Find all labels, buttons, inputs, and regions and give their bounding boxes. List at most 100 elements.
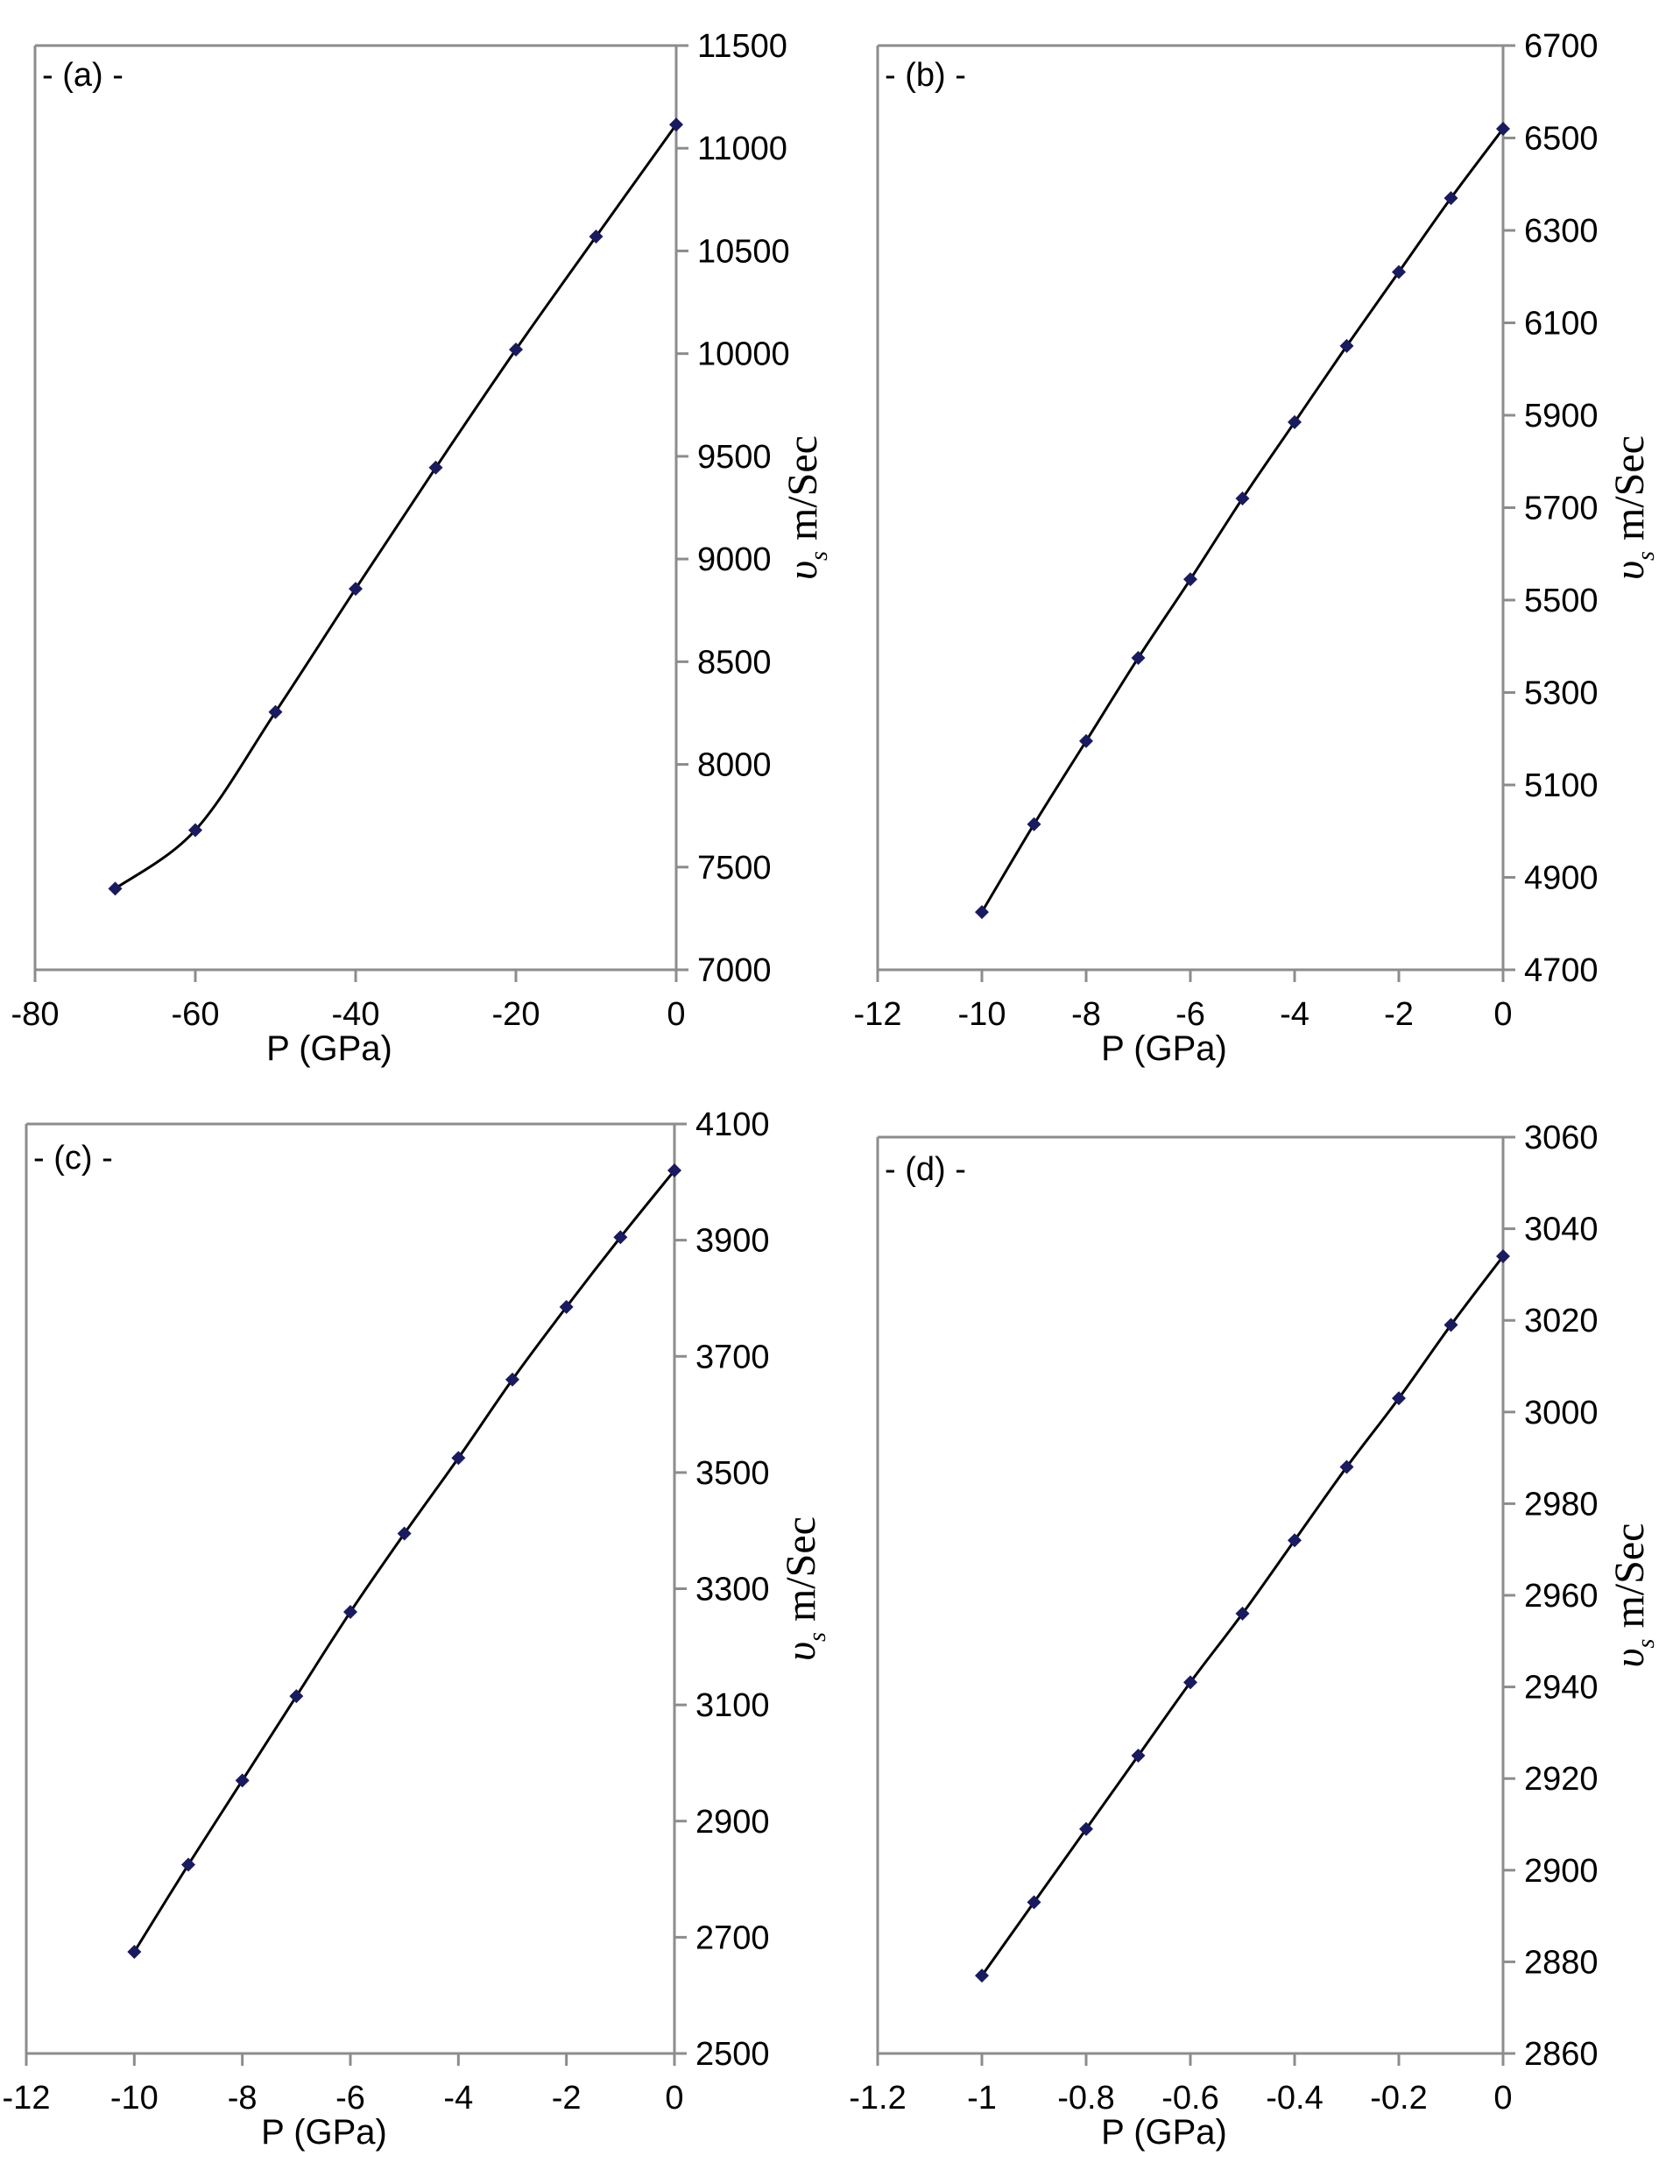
data-point bbox=[1392, 265, 1406, 279]
y-tick-label: 11000 bbox=[697, 131, 787, 167]
y-tick-label: 3300 bbox=[695, 1572, 770, 1608]
panel-label: - (c) - bbox=[33, 1140, 113, 1177]
panel-a: -80 -60 -40 -20 0 7000 7500 8000 8500 9000 9500 100… bbox=[11, 28, 833, 1068]
series-line bbox=[114, 124, 678, 890]
x-tick-label: -80 bbox=[11, 996, 60, 1033]
data-point bbox=[1235, 491, 1250, 505]
x-tick-label: -12 bbox=[3, 2080, 51, 2117]
y-tick-label: 3500 bbox=[695, 1455, 770, 1492]
y-tick-label: 8500 bbox=[697, 644, 772, 681]
y-tick-label: 10000 bbox=[697, 336, 790, 373]
data-point bbox=[1027, 1895, 1041, 1910]
y-tick-label: 3040 bbox=[1524, 1212, 1599, 1248]
x-tick-label: -12 bbox=[854, 996, 902, 1033]
x-tick-label: -20 bbox=[492, 996, 540, 1033]
data-point bbox=[235, 1773, 250, 1788]
x-tick-label: -6 bbox=[335, 2080, 365, 2117]
x-tick-label: 0 bbox=[667, 996, 685, 1033]
y-tick-label: 2900 bbox=[695, 1804, 770, 1841]
data-point bbox=[1131, 1749, 1146, 1763]
y-axis-label-unit: m/Sec bbox=[780, 435, 826, 551]
x-tick-label: -0.8 bbox=[1057, 2080, 1114, 2117]
y-tick-label: 9000 bbox=[697, 541, 772, 578]
data-point bbox=[613, 1230, 628, 1245]
x-axis-label: P (GPa) bbox=[1101, 2113, 1227, 2152]
y-axis-label-subscript: s bbox=[806, 551, 833, 561]
y-tick-label: 10500 bbox=[697, 233, 790, 270]
data-point bbox=[1079, 1821, 1093, 1836]
x-tick-label: -4 bbox=[443, 2080, 473, 2117]
data-point bbox=[181, 1857, 195, 1872]
y-axis-label-unit: m/Sec bbox=[1606, 435, 1653, 551]
x-tick-label: -2 bbox=[552, 2080, 582, 2117]
x-tick-label: -60 bbox=[172, 996, 220, 1033]
x-tick-label: 0 bbox=[665, 2080, 683, 2117]
data-point bbox=[509, 342, 523, 357]
y-axis-label-subscript: s bbox=[1633, 551, 1660, 561]
data-point bbox=[669, 117, 683, 132]
data-point bbox=[343, 1605, 357, 1620]
data-point bbox=[975, 1968, 989, 1983]
data-point bbox=[1444, 191, 1458, 206]
data-point bbox=[1027, 816, 1041, 831]
data-point bbox=[451, 1451, 466, 1466]
y-tick-label: 3700 bbox=[695, 1339, 770, 1375]
y-tick-label: 4700 bbox=[1524, 952, 1599, 989]
y-axis-label-symbol: υ bbox=[780, 561, 826, 580]
data-point bbox=[1339, 338, 1354, 353]
x-tick-label: 0 bbox=[1493, 2080, 1512, 2117]
panel-label: - (d) - bbox=[885, 1151, 966, 1188]
x-tick-label: -0.6 bbox=[1161, 2080, 1218, 2117]
x-axis-label: P (GPa) bbox=[261, 2113, 387, 2152]
data-point bbox=[428, 460, 443, 475]
x-tick-label: -1.2 bbox=[849, 2080, 906, 2117]
y-tick-label: 5900 bbox=[1524, 398, 1599, 435]
data-point bbox=[397, 1526, 412, 1541]
y-tick-label: 5100 bbox=[1524, 767, 1599, 804]
data-point bbox=[975, 905, 989, 920]
y-tick-label: 2980 bbox=[1524, 1486, 1599, 1523]
panel-label: - (a) - bbox=[42, 57, 124, 94]
y-tick-label: 2900 bbox=[1524, 1853, 1599, 1890]
y-axis-label-subscript: s bbox=[804, 1632, 831, 1642]
y-tick-label: 3100 bbox=[695, 1687, 770, 1724]
y-tick-label: 4100 bbox=[695, 1106, 770, 1143]
x-tick-label: -8 bbox=[1071, 996, 1101, 1033]
y-tick-label: 6500 bbox=[1524, 121, 1599, 158]
data-point bbox=[108, 881, 123, 896]
y-axis-label-unit: m/Sec bbox=[778, 1516, 824, 1632]
data-point bbox=[349, 582, 363, 597]
y-tick-label: 3020 bbox=[1524, 1303, 1599, 1339]
y-tick-label: 2860 bbox=[1524, 2036, 1599, 2073]
data-point bbox=[1496, 1248, 1510, 1263]
data-point bbox=[1183, 572, 1197, 587]
y-axis-label: υs m/Sec bbox=[780, 435, 833, 580]
x-tick-label: -4 bbox=[1280, 996, 1309, 1033]
y-tick-label: 6300 bbox=[1524, 213, 1599, 250]
data-point bbox=[268, 704, 283, 719]
data-point bbox=[1339, 1460, 1354, 1474]
data-point bbox=[1079, 733, 1093, 748]
data-point bbox=[1496, 121, 1510, 136]
data-point bbox=[1183, 1675, 1197, 1690]
y-axis-label: υs m/Sec bbox=[778, 1516, 831, 1661]
data-point bbox=[589, 230, 604, 244]
data-point bbox=[559, 1299, 574, 1314]
x-tick-label: -40 bbox=[332, 996, 380, 1033]
y-tick-label: 9500 bbox=[697, 439, 772, 476]
y-axis-label-subscript: s bbox=[1633, 1638, 1660, 1648]
y-tick-label: 2940 bbox=[1524, 1670, 1599, 1707]
x-tick-label: -0.4 bbox=[1266, 2080, 1323, 2117]
y-axis-label: υs m/Sec bbox=[1606, 435, 1660, 580]
y-axis-label-symbol: υ bbox=[778, 1642, 824, 1661]
y-tick-label: 6700 bbox=[1524, 28, 1599, 65]
y-tick-label: 5700 bbox=[1524, 491, 1599, 527]
data-point bbox=[289, 1689, 304, 1704]
y-tick-label: 3060 bbox=[1524, 1120, 1599, 1156]
x-tick-label: -2 bbox=[1384, 996, 1414, 1033]
y-tick-label: 5300 bbox=[1524, 675, 1599, 712]
y-tick-label: 2920 bbox=[1524, 1761, 1599, 1798]
y-tick-label: 2500 bbox=[695, 2036, 770, 2073]
y-tick-label: 11500 bbox=[697, 28, 787, 65]
